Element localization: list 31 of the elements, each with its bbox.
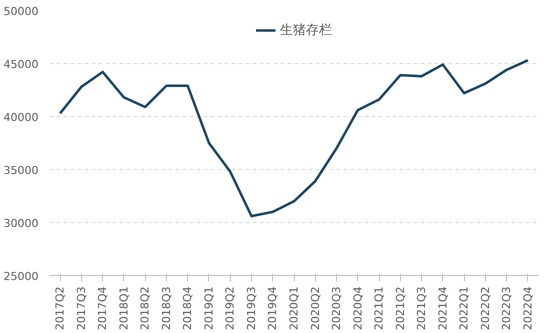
x-tick-label: 2019Q1 <box>202 286 216 330</box>
y-tick-label: 30000 <box>4 217 39 230</box>
x-tick-label: 2020Q1 <box>288 286 300 330</box>
x-tick-label: 2022Q3 <box>500 286 514 330</box>
x-tick-label: 2021Q4 <box>436 286 450 330</box>
y-tick-label: 35000 <box>4 164 39 177</box>
y-tick-label: 25000 <box>4 270 39 283</box>
x-tick-label: 2021Q3 <box>415 286 428 330</box>
x-tick-label: 2018Q3 <box>160 286 173 330</box>
x-tick-label: 2017Q2 <box>54 286 67 330</box>
x-tick-label: 2020Q4 <box>351 286 364 330</box>
x-tick-label: 2018Q2 <box>138 286 152 330</box>
x-tick-label: 2017Q3 <box>74 286 88 330</box>
x-tick-label: 2018Q4 <box>181 286 194 330</box>
legend-label: 生猪存栏 <box>280 22 332 39</box>
x-tick-label: 2019Q2 <box>224 286 237 330</box>
x-tick-label: 2019Q3 <box>244 286 258 330</box>
x-tick-label: 2018Q1 <box>117 286 130 330</box>
x-tick-label: 2020Q3 <box>330 286 344 330</box>
x-tick-label: 2022Q4 <box>521 286 534 330</box>
line-series <box>58 59 530 218</box>
x-tick-label: 2021Q2 <box>394 286 407 330</box>
y-tick-label: 40000 <box>4 111 39 124</box>
x-tick-label: 2021Q1 <box>372 286 386 330</box>
y-tick-label: 50000 <box>4 5 39 18</box>
x-tick-label: 2022Q2 <box>478 286 492 330</box>
x-tick-label: 2022Q1 <box>458 286 471 330</box>
x-tick-label: 2020Q2 <box>308 286 322 330</box>
x-tick-label: 2019Q4 <box>266 286 280 330</box>
y-tick-label: 45000 <box>4 58 39 71</box>
x-tick-label: 2017Q4 <box>96 286 110 330</box>
